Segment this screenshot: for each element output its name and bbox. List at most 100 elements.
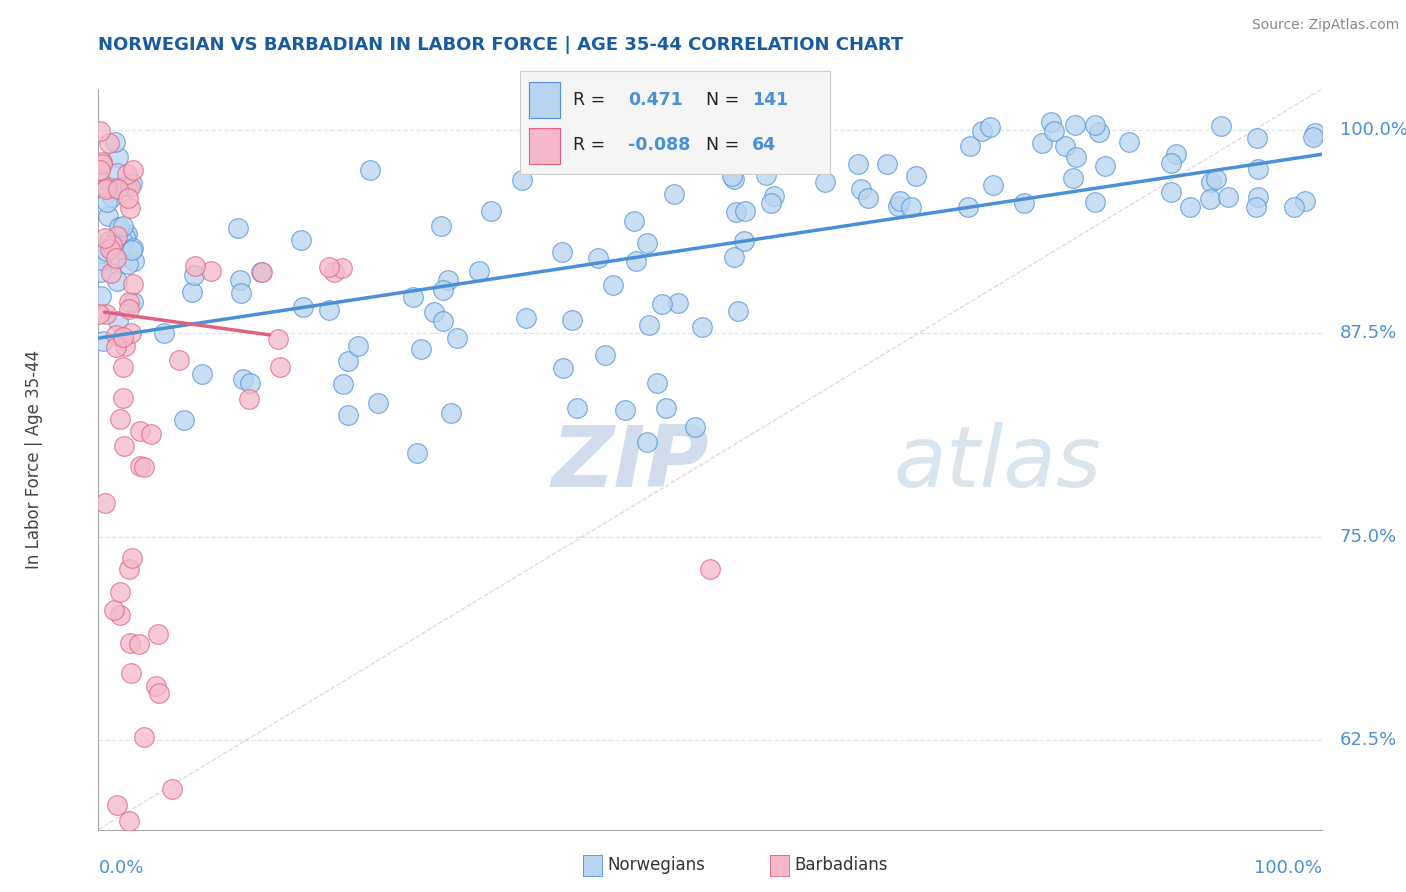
Point (337, 354, 360, 368)
Point (91, 155, 114, 169)
Point (981, 178, 1004, 192)
Point (114, 229, 136, 244)
Point (323, 265, 346, 279)
Point (515, 311, 537, 326)
Point (128, 637, 150, 651)
Point (96, 244, 118, 258)
Point (104, 340, 127, 354)
Point (683, 420, 706, 434)
Point (1180, 200, 1202, 214)
Point (108, 608, 131, 623)
FancyBboxPatch shape (530, 82, 561, 118)
Point (238, 392, 260, 407)
Point (1062, 171, 1084, 186)
Text: 87.5%: 87.5% (1340, 325, 1398, 343)
Point (690, 320, 713, 334)
Point (1246, 162, 1268, 177)
Text: N =: N = (706, 136, 740, 154)
Text: R =: R = (572, 91, 605, 109)
Point (402, 290, 425, 304)
Point (1303, 126, 1326, 140)
Point (787, 120, 810, 135)
Point (184, 259, 207, 273)
Point (90, 265, 112, 279)
Text: ZIP: ZIP (551, 422, 709, 505)
Point (432, 313, 454, 327)
Point (292, 300, 315, 314)
Point (107, 219, 129, 234)
Point (636, 236, 658, 251)
Point (103, 252, 125, 267)
Point (330, 261, 353, 276)
Point (108, 584, 131, 599)
Point (723, 250, 745, 264)
Point (120, 326, 142, 341)
Point (121, 551, 143, 566)
Point (1160, 185, 1182, 199)
Point (367, 396, 389, 410)
Point (226, 221, 249, 235)
Point (115, 167, 138, 181)
Point (128, 424, 150, 438)
Point (139, 426, 162, 441)
Point (613, 403, 636, 417)
Point (905, 169, 928, 183)
Point (561, 313, 583, 327)
Point (112, 391, 135, 405)
Text: 0.471: 0.471 (628, 91, 683, 109)
Point (115, 227, 138, 241)
Point (96, 307, 118, 321)
Point (1084, 194, 1107, 209)
Point (94, 495, 117, 509)
Point (1012, 196, 1035, 211)
Point (98, 136, 121, 151)
Point (111, 219, 134, 234)
Point (132, 730, 155, 744)
Text: Norwegians: Norwegians (607, 856, 706, 874)
Point (124, 254, 146, 268)
Point (979, 120, 1001, 135)
Point (107, 182, 129, 196)
Point (250, 265, 273, 279)
Point (814, 175, 837, 189)
Point (191, 367, 214, 381)
Point (1084, 118, 1107, 132)
Point (269, 359, 291, 374)
Point (1294, 194, 1316, 208)
Point (101, 237, 124, 252)
Point (96, 180, 118, 194)
Point (755, 168, 778, 182)
Point (430, 219, 453, 234)
Point (1088, 125, 1111, 139)
Point (183, 268, 205, 282)
Point (1164, 146, 1187, 161)
Point (602, 277, 624, 292)
Text: 62.5%: 62.5% (1340, 731, 1398, 749)
Point (664, 187, 686, 202)
Text: 75.0%: 75.0% (1340, 528, 1398, 546)
Point (970, 124, 993, 138)
Text: In Labor Force | Age 35-44: In Labor Force | Age 35-44 (25, 350, 44, 569)
Text: N =: N = (706, 91, 740, 109)
Point (1216, 190, 1239, 204)
Text: Barbadians: Barbadians (794, 856, 889, 874)
Point (900, 200, 922, 214)
Point (91, 157, 114, 171)
Point (121, 177, 143, 191)
Point (733, 234, 755, 248)
Text: R =: R = (572, 136, 605, 154)
Point (520, 149, 543, 163)
Point (734, 203, 756, 218)
Point (200, 264, 222, 278)
Point (145, 679, 167, 693)
Point (759, 196, 782, 211)
Point (738, 125, 761, 139)
Point (105, 229, 128, 244)
Point (115, 178, 138, 193)
Point (94, 181, 117, 195)
Point (103, 603, 125, 617)
Point (763, 189, 786, 203)
Point (91, 334, 114, 348)
Point (1094, 159, 1116, 173)
Point (89, 163, 111, 178)
